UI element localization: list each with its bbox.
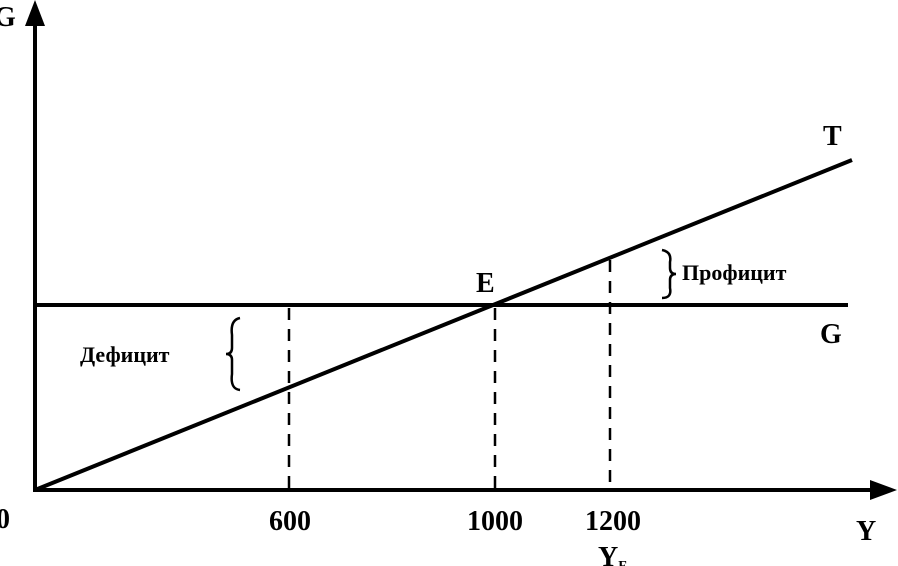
equilibrium-label: E	[476, 268, 495, 299]
x-tick-label: 600	[269, 506, 311, 537]
spending-curve-label: G	[820, 319, 842, 350]
y-axis-arrow	[25, 0, 45, 26]
x-axis-label: Y	[856, 516, 876, 547]
tax-curve-label: T	[823, 121, 842, 152]
deficit-brace	[225, 316, 241, 392]
deficit-label: Дефицит	[80, 342, 170, 367]
x-tick-label: 1200	[585, 506, 641, 537]
x-axis-arrow	[870, 480, 897, 500]
y-axis-label: G	[0, 2, 16, 33]
full-employment-sub: F	[618, 559, 627, 566]
surplus-label: Профицит	[682, 260, 787, 285]
full-employment-main: Y	[598, 542, 618, 566]
tax-line	[34, 158, 853, 492]
surplus-brace	[661, 248, 677, 300]
origin-label: 0	[0, 504, 10, 535]
x-tick-label: 1000	[467, 506, 523, 537]
full-employment-label: YF	[598, 542, 627, 566]
